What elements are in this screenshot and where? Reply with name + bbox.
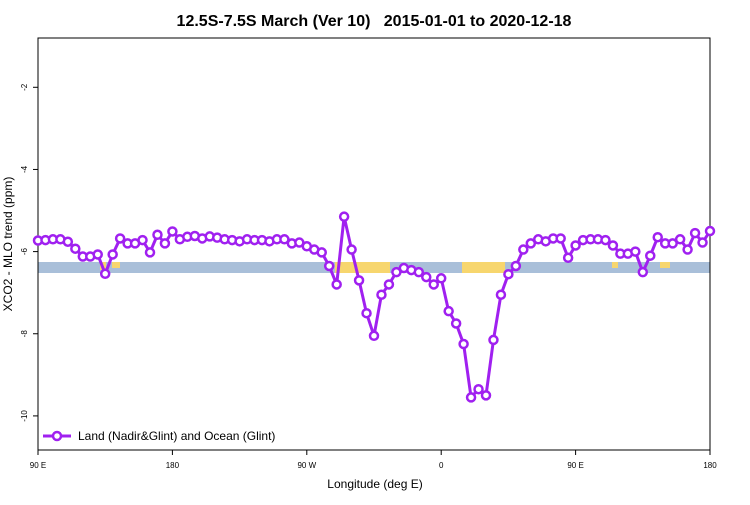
point (383, 279, 395, 290)
land-band (335, 262, 390, 273)
x-axis-label: Longitude (deg E) (327, 477, 422, 491)
point (570, 240, 581, 251)
point (607, 240, 619, 251)
point (682, 244, 693, 255)
point (697, 237, 708, 248)
point (159, 238, 171, 249)
point (144, 247, 156, 258)
point (421, 271, 432, 283)
point (413, 266, 425, 278)
point (428, 279, 439, 290)
point (368, 330, 380, 342)
point (465, 392, 477, 403)
point (62, 236, 74, 247)
point (600, 234, 611, 246)
x-tick-label: 90 E (567, 461, 583, 470)
point (555, 233, 566, 244)
point (114, 233, 126, 244)
point (645, 250, 656, 261)
point (630, 246, 641, 257)
y-tick-label: -8 (20, 330, 29, 338)
point (316, 247, 327, 258)
legend-label: Land (Nadir&Glint) and Ocean (Glint) (78, 429, 275, 443)
land-band (612, 262, 618, 268)
chart-title: 12.5S-7.5S March (Ver 10) 2015-01-01 to … (177, 13, 572, 30)
point (107, 249, 118, 260)
point (99, 268, 111, 280)
point (361, 307, 372, 319)
point (674, 234, 686, 245)
x-tick-label: 180 (703, 461, 717, 470)
point (92, 249, 103, 260)
land-band (462, 262, 505, 273)
point (167, 226, 178, 237)
x-tick-label: 0 (439, 461, 444, 470)
point (450, 318, 462, 329)
point (562, 252, 574, 264)
y-axis-label: XCO2 - MLO trend (ppm) (1, 177, 15, 312)
surface-band (38, 262, 710, 273)
legend-marker (51, 430, 63, 442)
point (518, 244, 529, 255)
land-band (660, 262, 670, 268)
point (279, 234, 290, 245)
y-tick-label: -6 (20, 247, 29, 255)
point (488, 334, 499, 346)
point (637, 266, 649, 278)
y-tick-label: -2 (20, 83, 29, 91)
point (376, 289, 387, 300)
x-tick-label: 90 W (297, 461, 316, 470)
point (652, 231, 663, 243)
y-tick-label: -10 (20, 410, 29, 422)
point (689, 227, 701, 239)
y-tick-label: -4 (20, 165, 29, 173)
point (152, 229, 163, 241)
point (503, 268, 514, 280)
point (137, 234, 148, 246)
point (525, 238, 537, 249)
point (346, 244, 357, 255)
point (495, 289, 507, 300)
point (435, 273, 447, 284)
point (391, 266, 402, 278)
point (331, 279, 342, 290)
point (353, 275, 365, 286)
point (443, 305, 454, 317)
x-tick-label: 90 E (30, 461, 46, 470)
point (473, 383, 484, 395)
point (510, 260, 522, 272)
point (338, 211, 350, 222)
point (323, 260, 335, 272)
point (70, 243, 81, 254)
point (667, 238, 678, 249)
x-tick-label: 180 (166, 461, 180, 470)
land-band (112, 262, 120, 268)
point (480, 390, 492, 401)
point (458, 338, 469, 350)
point (704, 225, 716, 237)
